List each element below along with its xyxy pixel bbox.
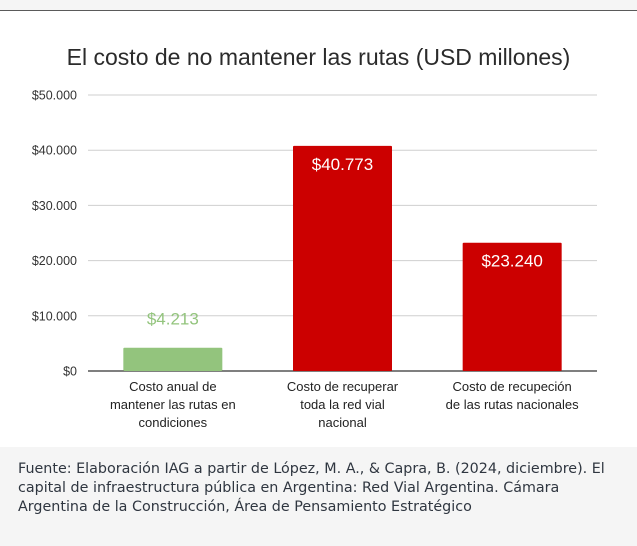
- x-tick-label: Costo anual de mantener las rutas en condi…: [110, 379, 236, 430]
- data-label: $23.240: [481, 252, 542, 271]
- bar: [123, 347, 223, 371]
- chart-title: El costo de no mantener las rutas (USD m…: [66, 44, 571, 70]
- data-label: $40.773: [312, 155, 373, 174]
- x-tick-label: Costo de recupeción de las rutas nacional…: [446, 379, 579, 412]
- bars: [123, 145, 562, 371]
- y-tick-label: $50.000: [32, 89, 77, 103]
- x-axis-ticks: Costo anual de mantener las rutas en condi…: [110, 379, 579, 430]
- y-tick-label: $0: [63, 365, 77, 379]
- y-tick-label: $40.000: [32, 144, 77, 158]
- top-divider: [0, 10, 637, 11]
- source-note: Fuente: Elaboración IAG a partir de Lópe…: [18, 461, 605, 515]
- y-tick-label: $10.000: [32, 309, 77, 323]
- y-tick-label: $30.000: [32, 199, 77, 213]
- bar: [293, 145, 392, 371]
- data-labels: $4.213 $40.773 $23.240: [147, 155, 543, 329]
- bar-chart: $0 $10.000 $20.000 $30.000 $40.000 $50.000 $4…: [32, 89, 597, 430]
- y-tick-label: $20.000: [32, 254, 77, 268]
- data-label: $4.213: [147, 310, 199, 329]
- y-axis-ticks: $0 $10.000 $20.000 $30.000 $40.000 $50.000: [32, 89, 77, 379]
- x-tick-label: Costo de recuperar toda la red vial nacion…: [287, 379, 399, 430]
- bar: [462, 242, 562, 371]
